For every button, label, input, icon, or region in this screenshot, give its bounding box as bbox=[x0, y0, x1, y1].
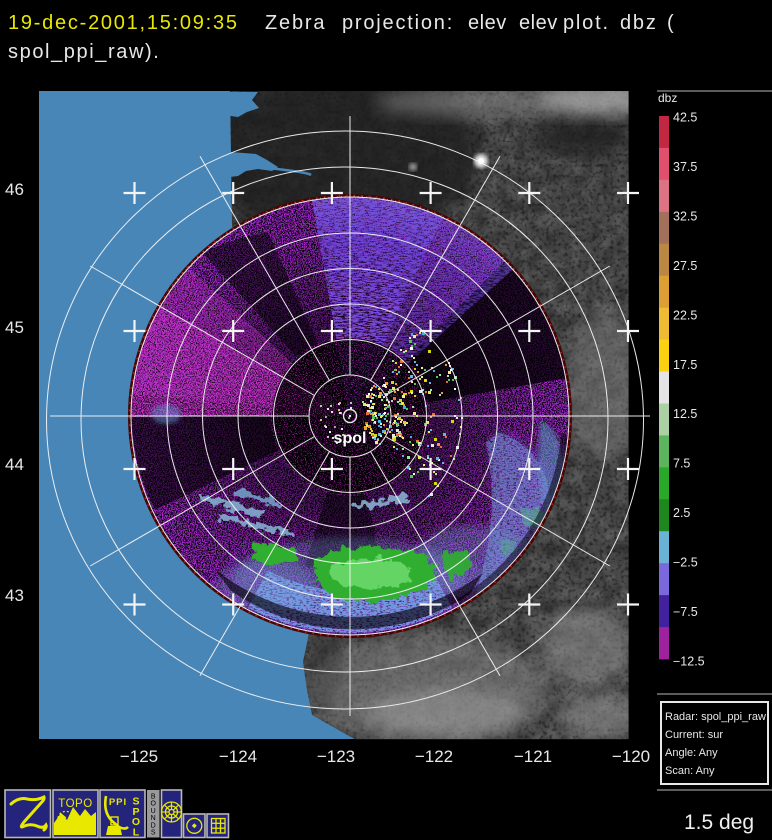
svg-text:Angle: Any: Angle: Any bbox=[665, 747, 718, 759]
svg-text:elev: elev bbox=[468, 12, 507, 34]
svg-text:−7.5: −7.5 bbox=[673, 605, 698, 619]
svg-text:32.5: 32.5 bbox=[673, 209, 697, 223]
svg-text:17.5: 17.5 bbox=[673, 358, 697, 372]
svg-text:projection:: projection: bbox=[342, 12, 454, 34]
svg-text:(: ( bbox=[667, 12, 675, 34]
svg-text:1.5 deg: 1.5 deg bbox=[684, 811, 754, 834]
svg-text:O: O bbox=[150, 801, 156, 808]
svg-text:46: 46 bbox=[5, 180, 24, 199]
svg-text:N: N bbox=[151, 815, 156, 822]
svg-text:12.5: 12.5 bbox=[673, 407, 697, 421]
svg-text:45: 45 bbox=[5, 318, 24, 337]
svg-text:−2.5: −2.5 bbox=[673, 556, 698, 570]
svg-text:2.5: 2.5 bbox=[673, 506, 690, 520]
svg-text:plot.: plot. bbox=[563, 12, 610, 34]
svg-text:D: D bbox=[151, 822, 156, 829]
svg-text:Radar: spol_ppi_raw: Radar: spol_ppi_raw bbox=[665, 711, 766, 723]
svg-text:22.5: 22.5 bbox=[673, 308, 697, 322]
svg-text:37.5: 37.5 bbox=[673, 160, 697, 174]
svg-text:27.5: 27.5 bbox=[673, 259, 697, 273]
svg-text:spol_ppi_raw).: spol_ppi_raw). bbox=[8, 41, 160, 63]
svg-text:S: S bbox=[132, 796, 139, 808]
svg-text:TOPO: TOPO bbox=[58, 798, 92, 810]
svg-text:Current: sur: Current: sur bbox=[665, 729, 723, 741]
svg-text:P: P bbox=[132, 806, 139, 818]
svg-text:O: O bbox=[132, 816, 140, 828]
svg-text:L: L bbox=[133, 826, 140, 838]
svg-text:dbz: dbz bbox=[620, 12, 658, 34]
svg-text:S: S bbox=[151, 830, 156, 837]
svg-text:elev: elev bbox=[519, 12, 558, 34]
svg-text:−123: −123 bbox=[317, 747, 355, 766]
svg-text:−125: −125 bbox=[120, 747, 158, 766]
svg-text:dbz: dbz bbox=[658, 91, 677, 105]
svg-text:B: B bbox=[151, 794, 156, 801]
svg-text:PPI: PPI bbox=[109, 797, 127, 808]
svg-text:44: 44 bbox=[5, 455, 24, 474]
svg-text:42.5: 42.5 bbox=[673, 111, 697, 125]
svg-text:−120: −120 bbox=[612, 747, 650, 766]
svg-text:spol: spol bbox=[334, 430, 367, 447]
svg-text:−124: −124 bbox=[219, 747, 257, 766]
svg-text:7.5: 7.5 bbox=[673, 457, 690, 471]
svg-text:U: U bbox=[151, 808, 156, 815]
svg-text:Scan: Any: Scan: Any bbox=[665, 765, 715, 777]
svg-text:43: 43 bbox=[5, 586, 24, 605]
svg-text:Zebra: Zebra bbox=[265, 12, 326, 34]
svg-text:−121: −121 bbox=[514, 747, 552, 766]
svg-text:19-dec-2001,15:09:35: 19-dec-2001,15:09:35 bbox=[8, 12, 239, 34]
svg-text:−12.5: −12.5 bbox=[673, 655, 705, 669]
svg-text:−122: −122 bbox=[415, 747, 453, 766]
